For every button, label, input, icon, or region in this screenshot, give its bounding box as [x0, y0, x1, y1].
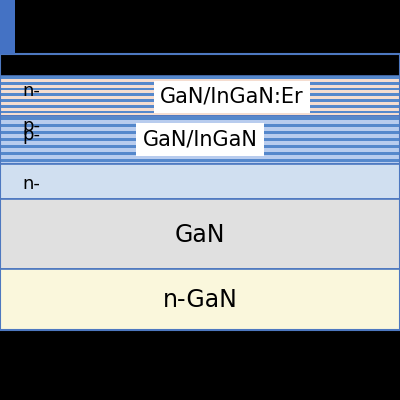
Bar — [0, 88, 400, 90]
Bar — [0, 164, 400, 199]
Bar — [0, 199, 400, 269]
Bar — [0, 138, 400, 141]
Bar — [0, 124, 400, 127]
Text: GaN/InGaN: GaN/InGaN — [142, 130, 258, 150]
Bar — [0, 76, 400, 116]
Bar — [0, 116, 400, 164]
Bar — [0, 0, 15, 54]
Bar — [0, 152, 400, 155]
Bar — [0, 76, 400, 79]
Bar — [0, 99, 400, 102]
Text: GaN: GaN — [175, 223, 225, 247]
Text: p-: p- — [22, 126, 40, 144]
Bar — [0, 54, 400, 330]
Text: n-GaN: n-GaN — [162, 288, 238, 312]
Text: GaN/InGaN:Er: GaN/InGaN:Er — [160, 87, 304, 107]
Bar — [0, 159, 400, 162]
Text: n-: n- — [22, 175, 40, 193]
Text: n-: n- — [22, 82, 40, 100]
Bar — [0, 118, 400, 120]
Bar — [0, 93, 400, 96]
Bar — [0, 269, 400, 330]
Bar — [0, 105, 400, 108]
Bar — [0, 131, 400, 134]
Text: p-: p- — [22, 117, 40, 135]
Bar — [0, 110, 400, 113]
Bar — [0, 145, 400, 148]
Bar — [0, 82, 400, 84]
